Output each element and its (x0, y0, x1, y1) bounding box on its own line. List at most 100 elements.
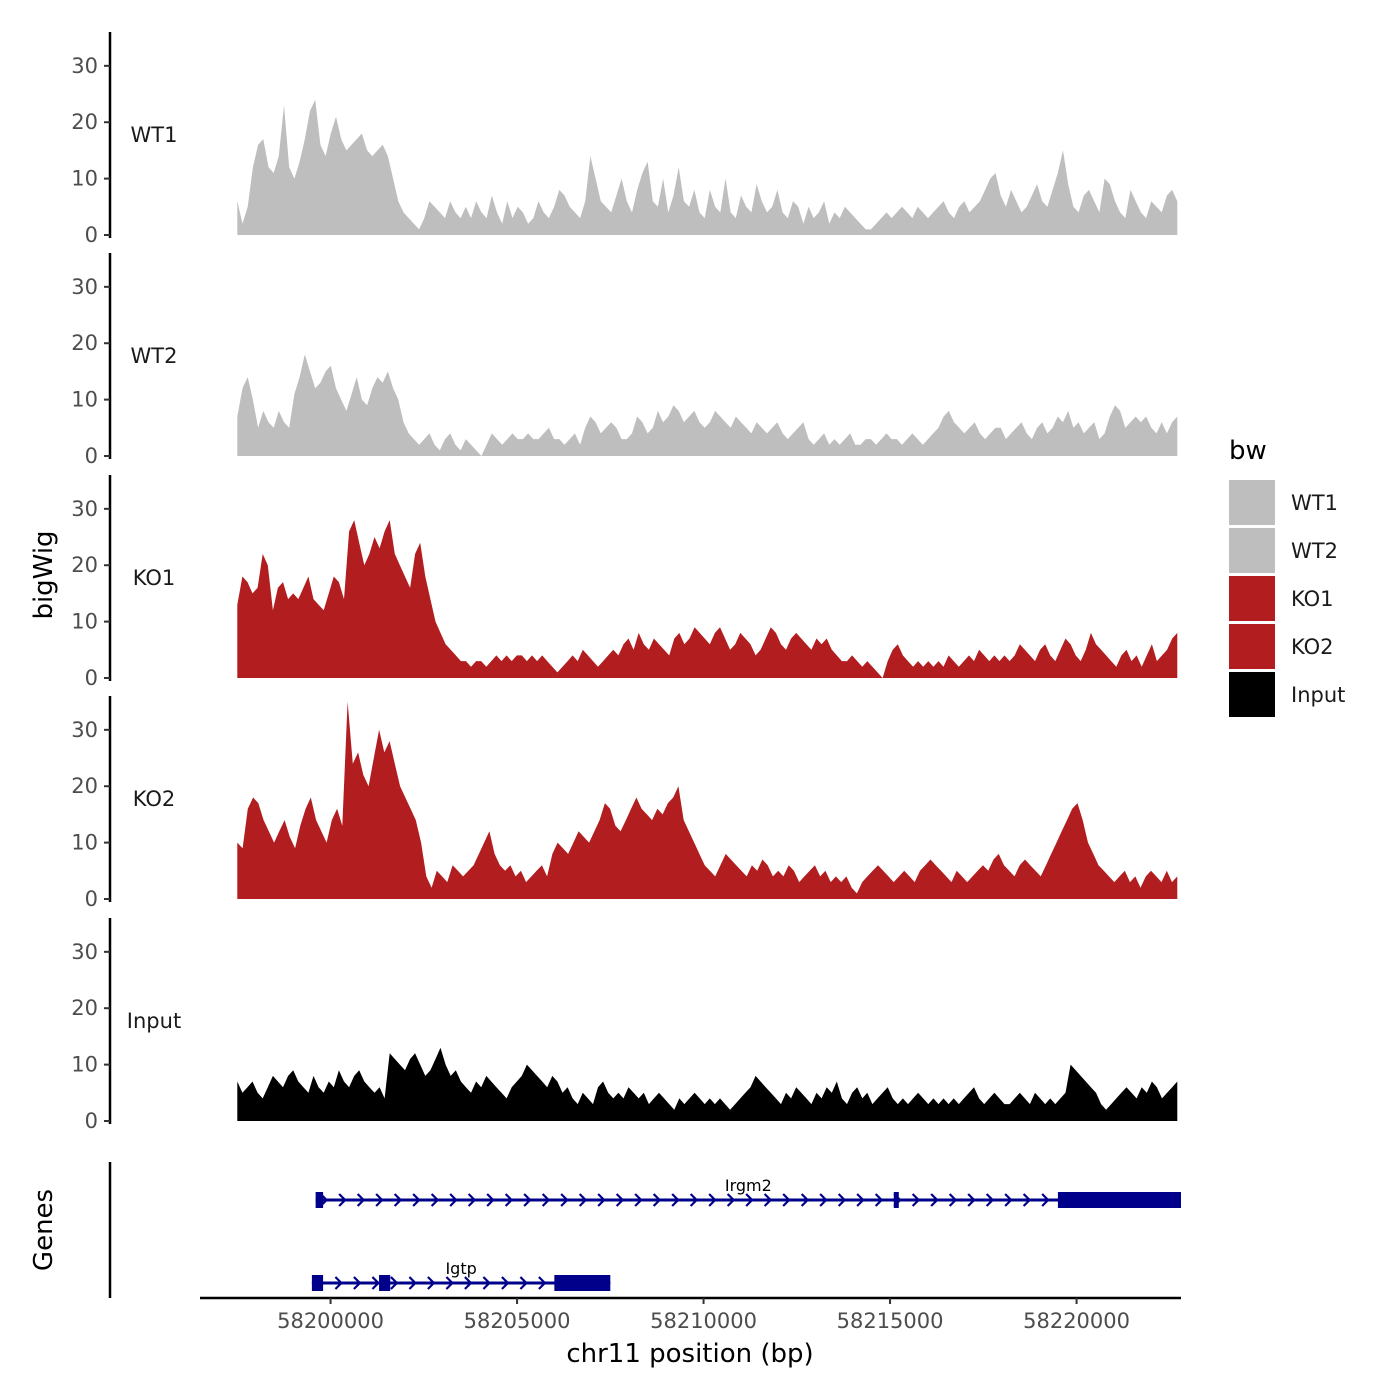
strand-arrow (671, 1193, 680, 1207)
strand-arrow (930, 1193, 939, 1207)
strand-arrow (371, 1276, 380, 1290)
gene-exon (311, 1275, 324, 1291)
x-tick-label: 58215000 (837, 1309, 944, 1333)
x-tick-label: 58200000 (277, 1309, 384, 1333)
strand-arrow (408, 1276, 417, 1290)
strand-arrow (1022, 1193, 1032, 1207)
strand-arrow (948, 1193, 958, 1207)
strand-arrow (745, 1193, 754, 1207)
strand-arrow (338, 1193, 347, 1207)
track-label: KO2 (133, 787, 176, 811)
strand-arrow (1041, 1193, 1050, 1207)
strand-arrow (464, 1276, 473, 1290)
y-tick-label: 20 (71, 110, 98, 134)
x-tick-label: 58205000 (464, 1309, 571, 1333)
strand-arrow (504, 1193, 514, 1207)
y-tick-label: 0 (85, 666, 98, 690)
strand-arrow (578, 1193, 588, 1207)
strand-arrow (353, 1276, 362, 1290)
legend-label: KO1 (1291, 587, 1334, 611)
gene-exon (379, 1275, 391, 1291)
y-tick-label: 0 (85, 444, 98, 468)
legend-label: Input (1291, 683, 1345, 707)
strand-arrow (911, 1193, 921, 1207)
gene-irgm2: Irgm2 (315, 1176, 1181, 1208)
gene-name-label: Irgm2 (725, 1176, 772, 1195)
strand-arrow (427, 1276, 436, 1290)
track-label: WT1 (131, 123, 178, 147)
legend-swatch (1229, 576, 1275, 621)
strand-arrow (519, 1276, 528, 1290)
track-wt1: 0 10 20 30 WT1 (71, 32, 1178, 247)
strand-arrow (837, 1193, 847, 1207)
strand-arrow (467, 1193, 477, 1207)
gene-name-label: Igtp (445, 1259, 476, 1278)
gene-exon (893, 1192, 899, 1208)
strand-arrow (800, 1193, 810, 1207)
y-tick-label: 30 (71, 275, 98, 299)
y-tick-label: 20 (71, 331, 98, 355)
coverage-area-wt2 (237, 354, 1178, 456)
strand-arrow (652, 1193, 662, 1207)
strand-arrow (782, 1193, 791, 1207)
tracks-layer: 0 10 20 30 WT1 0 10 20 30 WT2 0 10 20 30 KO1 0 10 20 30 KO2… (71, 32, 1178, 1133)
legend-swatch (1229, 480, 1275, 525)
genes-panel-title: Genes (29, 1189, 59, 1271)
track-label: Input (127, 1009, 181, 1033)
strand-arrow (334, 1276, 343, 1290)
strand-arrow (482, 1276, 491, 1290)
strand-arrow (523, 1193, 532, 1207)
y-tick-label: 30 (71, 497, 98, 521)
strand-arrow (708, 1193, 717, 1207)
y-tick-label: 10 (71, 167, 98, 191)
strand-arrow (430, 1193, 440, 1207)
strand-arrow (874, 1193, 884, 1207)
track-label: KO1 (133, 566, 176, 590)
legend-item-ko1: KO1 (1229, 576, 1334, 621)
strand-arrow (445, 1276, 454, 1290)
strand-arrow (560, 1193, 569, 1207)
gene-igtp: Igtp (311, 1259, 611, 1291)
x-tick-label: 58220000 (1023, 1309, 1130, 1333)
x-tick-label: 58210000 (650, 1309, 757, 1333)
track-label: WT2 (131, 344, 178, 368)
legend-swatch (1229, 624, 1275, 669)
legend-swatch (1229, 528, 1275, 573)
y-tick-label: 10 (71, 1053, 98, 1077)
legend-swatch (1229, 672, 1275, 717)
strand-arrow (375, 1193, 384, 1207)
strand-arrow (819, 1193, 828, 1207)
strand-arrow (393, 1193, 403, 1207)
strand-arrow (634, 1193, 643, 1207)
gene-exon (554, 1275, 611, 1291)
strand-arrow (501, 1276, 510, 1290)
legend-item-ko2: KO2 (1229, 624, 1334, 669)
strand-arrow (541, 1193, 551, 1207)
y-tick-label: 0 (85, 1109, 98, 1133)
y-tick-label: 30 (71, 718, 98, 742)
y-tick-label: 30 (71, 54, 98, 78)
y-tick-label: 10 (71, 831, 98, 855)
y-tick-label: 0 (85, 887, 98, 911)
strand-arrow (597, 1193, 606, 1207)
legend-item-wt1: WT1 (1229, 480, 1338, 525)
coverage-area-ko1 (237, 520, 1178, 678)
strand-arrow (356, 1193, 366, 1207)
x-axis-title: chr11 position (bp) (566, 1339, 813, 1369)
strand-arrow (763, 1193, 773, 1207)
strand-arrow (967, 1193, 976, 1207)
legend: bw WT1 WT2 KO1 KO2 Input (1229, 436, 1345, 717)
track-ko1: 0 10 20 30 KO1 (71, 475, 1178, 690)
gene-exon (1057, 1192, 1181, 1208)
strand-arrow (412, 1193, 421, 1207)
legend-item-input: Input (1229, 672, 1345, 717)
legend-label: WT2 (1291, 539, 1338, 563)
track-input: 0 10 20 30 Input (71, 918, 1178, 1133)
coverage-area-ko2 (237, 701, 1178, 899)
legend-label: KO2 (1291, 635, 1334, 659)
x-axis: 58200000 58205000 58210000 58215000 58220000 (200, 1296, 1181, 1333)
strand-arrow (390, 1276, 399, 1290)
strand-arrow (615, 1193, 625, 1207)
strand-arrow (726, 1193, 736, 1207)
